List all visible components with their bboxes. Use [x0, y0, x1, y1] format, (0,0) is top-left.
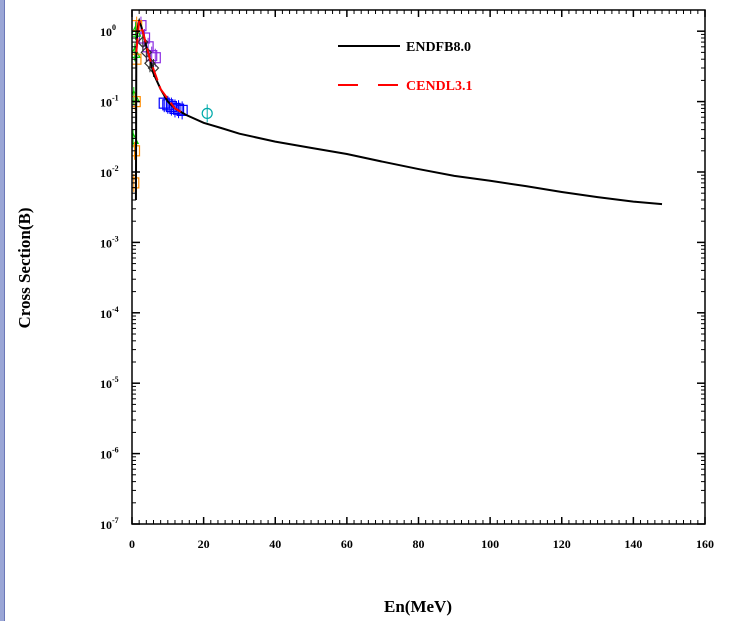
x-tick-label: 40: [269, 537, 281, 551]
x-tick-label: 100: [481, 537, 499, 551]
x-tick-label: 0: [129, 537, 135, 551]
legend-label: ENDFB8.0: [406, 40, 471, 55]
y-tick-label: 10-4: [100, 305, 119, 321]
series-line-endfb8-0: [134, 17, 663, 206]
y-tick-label: 10-3: [100, 234, 119, 250]
y-tick-label: 10-1: [100, 94, 119, 110]
axes: 0 20 40 60 80 100 120 140 160 100 10-1 10-2 10-3 10-4…: [100, 9, 714, 551]
x-tick-label: 20: [198, 537, 210, 551]
series-line-cendl3-1: [135, 20, 187, 116]
x-tick-label: 140: [624, 537, 642, 551]
y-tick-label: 10-5: [100, 375, 119, 391]
window-edge: [0, 0, 5, 621]
x-axis-title: En(MeV): [384, 597, 452, 616]
x-tick-label: 80: [413, 537, 425, 551]
y-tick-label: 100: [100, 23, 116, 39]
plot-inner: [132, 16, 663, 206]
legend-label: CENDL3.1: [406, 79, 473, 94]
y-axis-title: Cross Section(B): [15, 207, 34, 328]
x-tick-label: 120: [553, 537, 571, 551]
y-tick-label: 10-2: [100, 164, 119, 180]
y-tick-label: 10-6: [100, 446, 119, 462]
legend: ENDFB8.0 CENDL3.1: [338, 40, 473, 94]
data-point-circle: [201, 107, 213, 119]
y-tick-label: 10-7: [100, 516, 119, 532]
data-point-square: [172, 103, 185, 115]
data-point-diamond: [140, 46, 153, 59]
x-tick-label: 60: [341, 537, 353, 551]
x-tick-label: 160: [696, 537, 714, 551]
data-point-square: [165, 100, 177, 113]
plot-area: [132, 16, 663, 206]
data-point-square: [169, 102, 181, 115]
data-point-square: [132, 145, 141, 157]
